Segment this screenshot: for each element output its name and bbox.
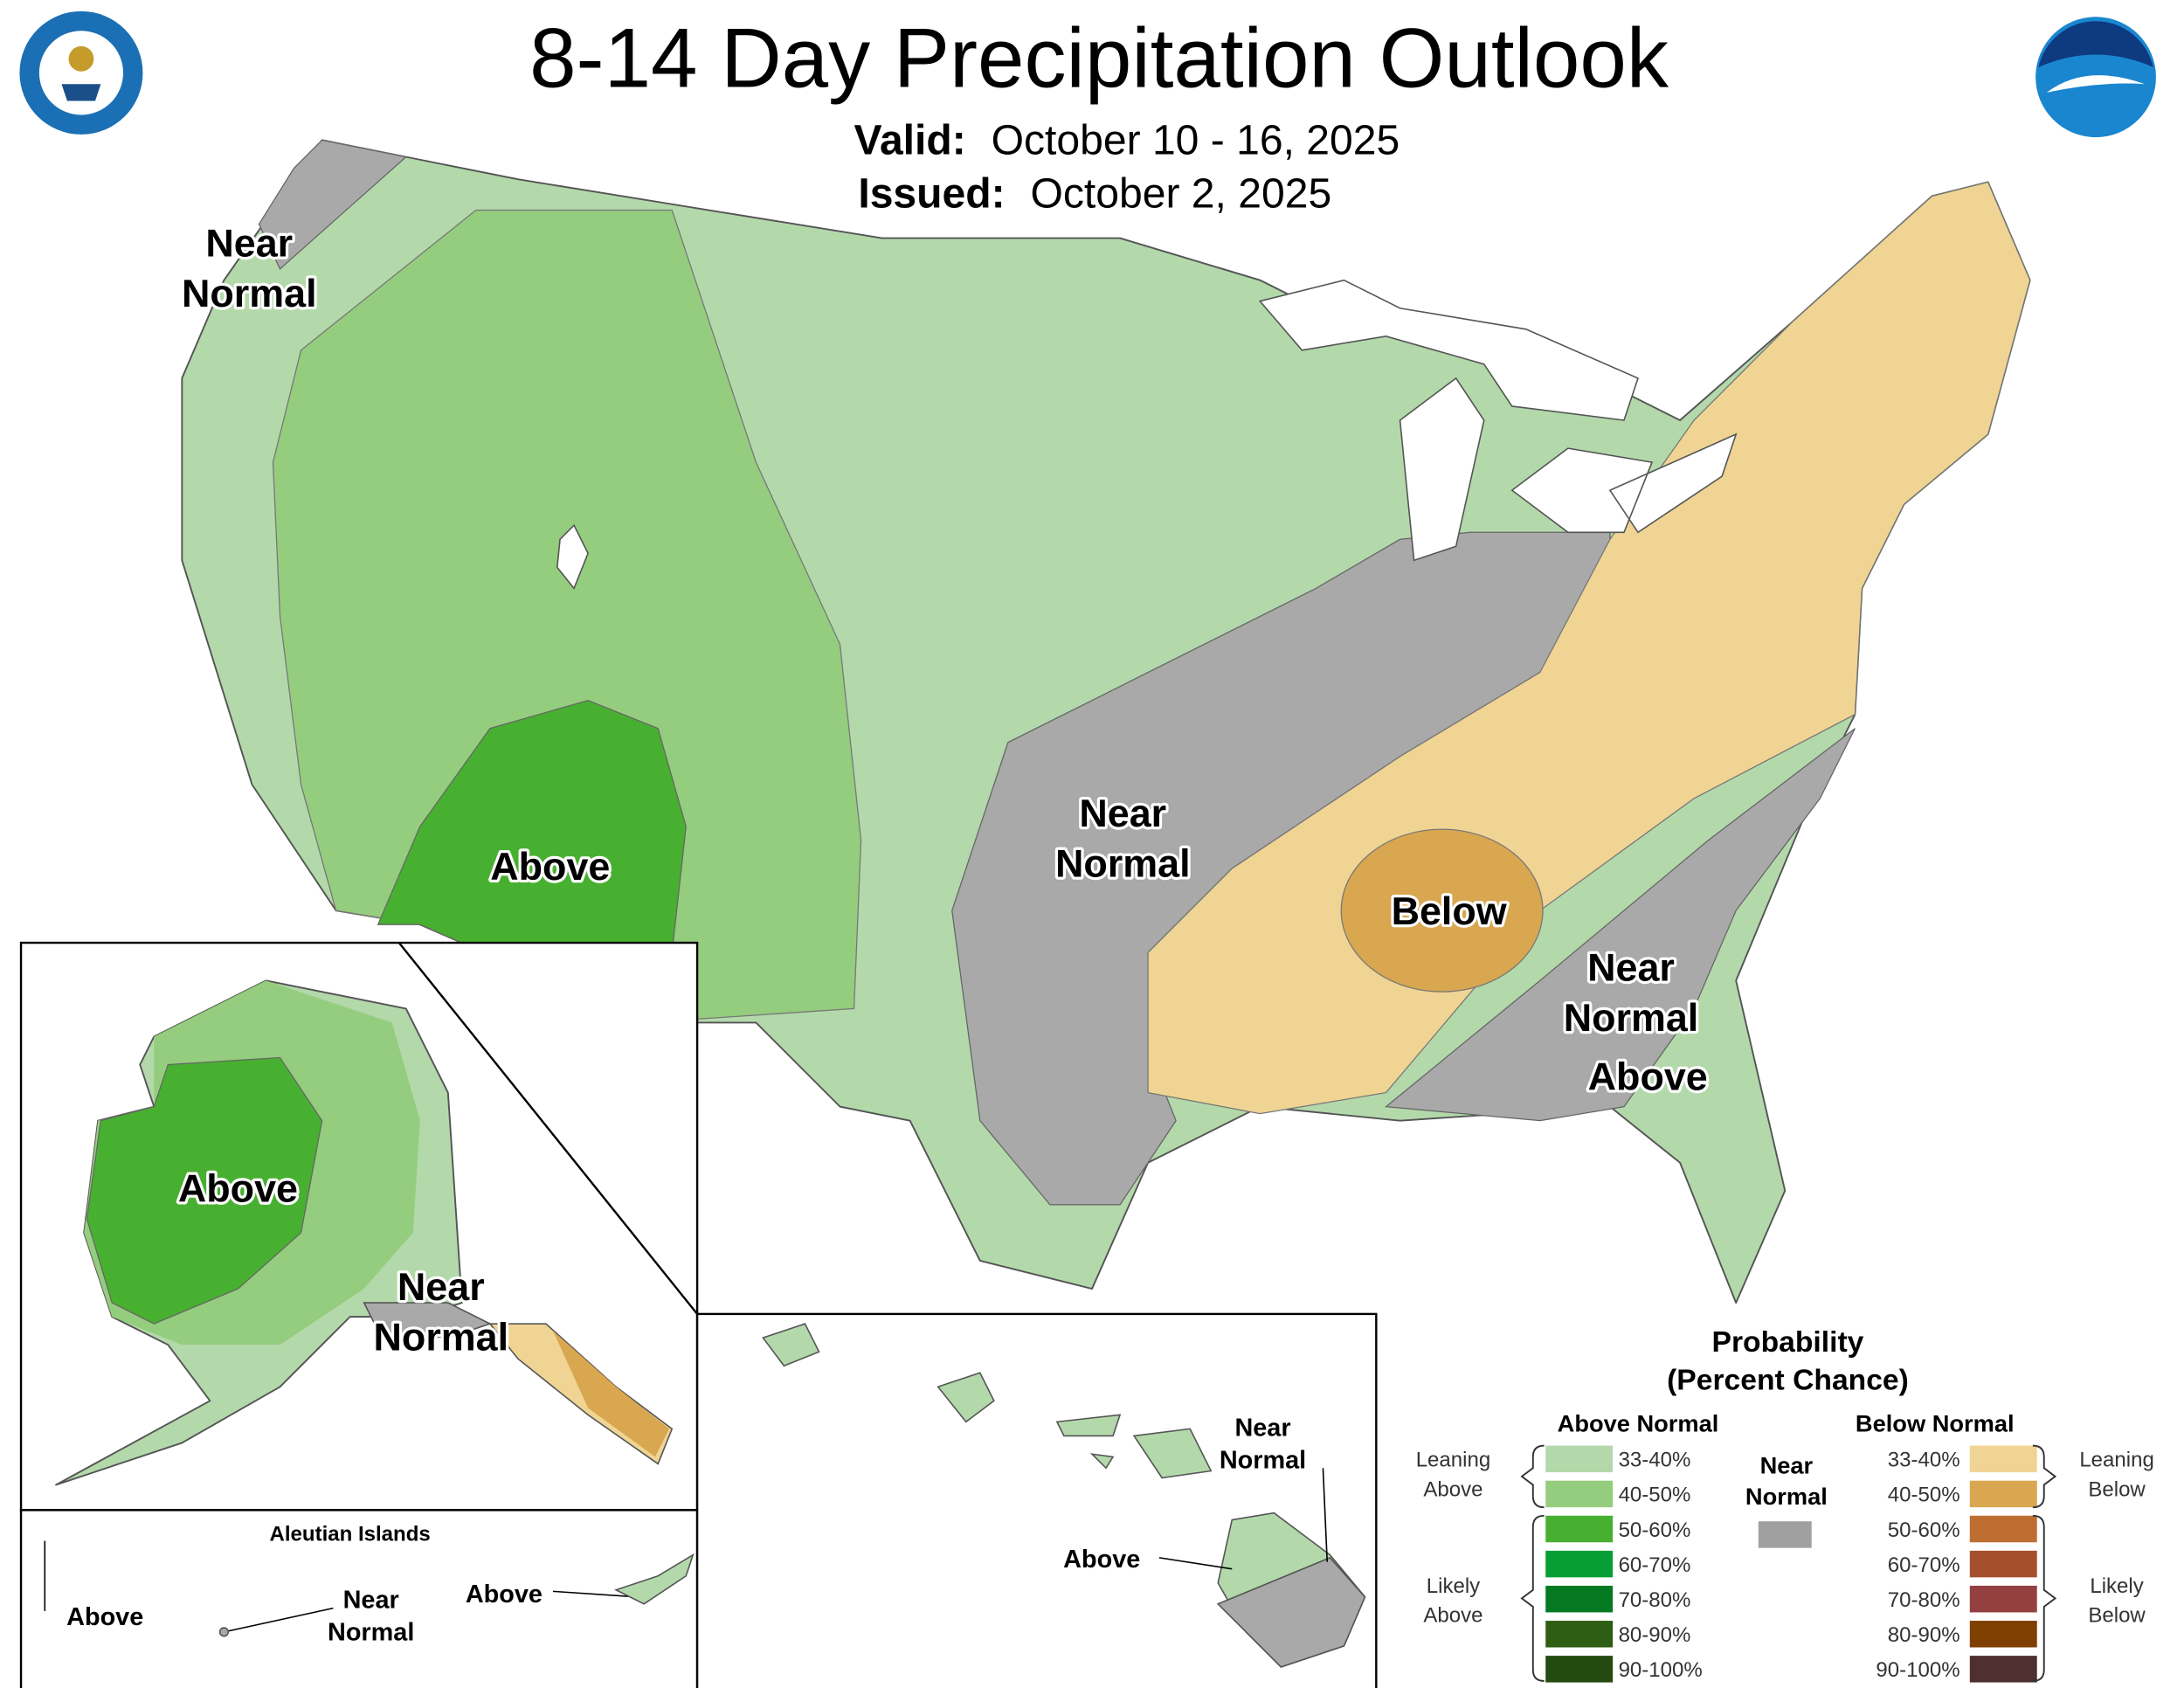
map-label: Above <box>466 1581 543 1608</box>
legend-heading: Below Normal <box>1856 1410 2015 1437</box>
commerce-seal <box>19 10 143 135</box>
map-label: Above <box>1063 1546 1140 1574</box>
map-label: Above <box>490 844 610 889</box>
legend-range: 60-70% <box>1888 1553 1960 1577</box>
legend-group: Leaning <box>1416 1449 1491 1472</box>
aleutians-inset <box>19 1509 699 1688</box>
map-label: Above <box>1588 1054 1708 1098</box>
legend-swatch <box>1969 1585 2037 1613</box>
legend-range: 33-40% <box>1888 1449 1960 1472</box>
map-label: Near <box>1587 944 1675 989</box>
legend-swatch <box>1969 1445 2037 1473</box>
valid-value: October 10 - 16, 2025 <box>992 116 1400 163</box>
legend-near: Normal <box>1745 1483 1828 1510</box>
legend-swatch <box>1969 1656 2037 1683</box>
map-label: Normal <box>374 1315 509 1359</box>
legend-swatch <box>1545 1550 1614 1578</box>
issued-label: Issued: <box>858 169 1005 217</box>
noaa-logo <box>2035 17 2156 138</box>
legend-near: Near <box>1760 1452 1814 1479</box>
legend-heading: Above Normal <box>1558 1410 1719 1437</box>
map-label: Near <box>205 220 293 265</box>
legend-group: Likely <box>2090 1574 2143 1598</box>
legend-swatch <box>1545 1515 1614 1543</box>
legend-group: Leaning <box>2079 1449 2154 1472</box>
map-label: Normal <box>328 1618 414 1646</box>
legend-range: 70-80% <box>1888 1588 1960 1612</box>
legend-group: Below <box>2088 1604 2146 1628</box>
legend-group: Above <box>1423 1604 1482 1628</box>
legend-brace <box>2032 1514 2057 1682</box>
legend-range: 90-100% <box>1619 1658 1703 1682</box>
legend-swatch <box>1545 1656 1614 1683</box>
legend-group: Above <box>1423 1477 1482 1501</box>
map-label: Near <box>397 1264 485 1309</box>
map-label: Normal <box>182 271 317 315</box>
legend-brace <box>2032 1444 2057 1509</box>
legend-title: Probability <box>1712 1326 1864 1359</box>
legend-subtitle: (Percent Chance) <box>1667 1364 1909 1396</box>
map-label: Above <box>66 1603 143 1631</box>
alaska-inset <box>19 941 699 1512</box>
legend-brace <box>1520 1444 1545 1509</box>
map-label: Below <box>1392 889 1507 933</box>
legend-swatch <box>1545 1621 1614 1648</box>
legend-swatch <box>1969 1480 2037 1508</box>
map-label: Normal <box>1564 995 1699 1040</box>
legend-swatch <box>1545 1480 1614 1508</box>
legend-swatch <box>1758 1521 1812 1548</box>
legend-group: Below <box>2088 1477 2146 1501</box>
map-label: Near <box>1234 1414 1290 1442</box>
legend-swatch <box>1969 1550 2037 1578</box>
legend-swatch <box>1545 1445 1614 1473</box>
legend-range: 50-60% <box>1619 1519 1691 1542</box>
legend-swatch <box>1969 1515 2037 1543</box>
map-label: Near <box>1079 791 1166 835</box>
legend-swatch <box>1545 1585 1614 1613</box>
map-label: Near <box>343 1587 399 1615</box>
map-label: Normal <box>1220 1446 1306 1474</box>
legend-swatch <box>1969 1621 2037 1648</box>
issued-value: October 2, 2025 <box>1030 169 1331 217</box>
valid-label: Valid: <box>854 116 966 163</box>
title: 8-14 Day Precipitation Outlook <box>529 11 1669 105</box>
aleutians-title: Aleutian Islands <box>270 1523 431 1546</box>
legend-range: 80-90% <box>1619 1623 1691 1647</box>
legend-range: 50-60% <box>1888 1519 1960 1542</box>
legend-range: 60-70% <box>1619 1553 1691 1577</box>
map-label: Normal <box>1055 841 1191 886</box>
legend-range: 40-50% <box>1888 1484 1960 1507</box>
map-label: Above <box>178 1166 298 1211</box>
legend-brace <box>1520 1514 1545 1682</box>
hawaii-inset <box>695 1312 1378 1688</box>
legend-range: 90-100% <box>1876 1658 1959 1682</box>
legend-range: 40-50% <box>1619 1484 1691 1507</box>
legend-range: 33-40% <box>1619 1449 1691 1472</box>
legend-range: 80-90% <box>1888 1623 1960 1647</box>
text-layer: 8-14 Day Precipitation Outlook Valid: Octo… <box>64 11 2154 1683</box>
legend-group: Likely <box>1427 1574 1480 1598</box>
legend-range: 70-80% <box>1619 1588 1691 1612</box>
